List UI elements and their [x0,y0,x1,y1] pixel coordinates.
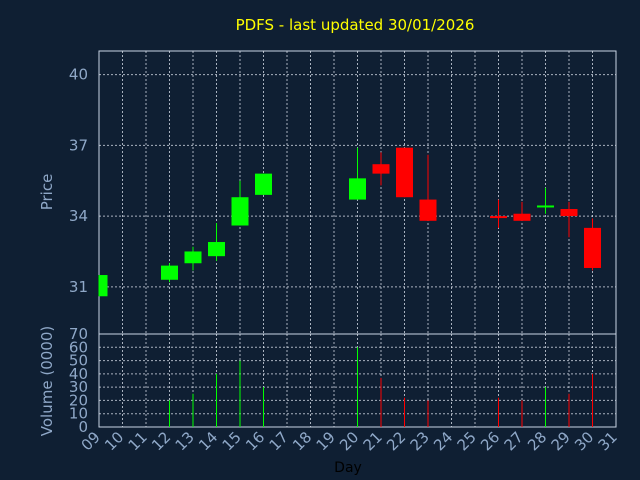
volume-tick-label: 60 [69,338,88,356]
candle-body [513,213,531,221]
x-tick-label: 23 [407,428,433,454]
x-tick-label: 30 [571,428,597,454]
candle-body [372,164,390,174]
price-tick-label: 40 [69,66,88,84]
candle-body [161,265,178,280]
x-tick-label: 11 [125,428,151,454]
x-tick-label: 17 [266,428,292,454]
volume-axis-label: Volume (0000) [38,326,56,436]
volume-tick-label: 40 [69,365,88,383]
volume-tick-label: 0 [78,418,88,436]
x-tick-label: 25 [454,428,480,454]
candle-body [584,227,601,268]
candle-body [208,242,225,257]
x-tick-label: 31 [595,428,621,454]
chart-title: PDFS - last updated 30/01/2026 [236,16,475,34]
x-tick-label: 14 [195,428,221,454]
x-tick-label: 18 [289,428,315,454]
price-y-ticks: 31 34 37 40 [69,66,88,296]
candle-body [419,199,437,221]
x-tick-label: 24 [430,428,456,454]
x-tick-label: 29 [548,428,574,454]
x-tick-label: 27 [501,428,527,454]
volume-tick-label: 30 [69,378,88,396]
x-tick-label: 10 [101,428,127,454]
candle-body [184,251,202,264]
candle-body [537,205,554,208]
x-tick-label: 26 [477,428,503,454]
x-tick-label: 21 [360,428,386,454]
candle-body [99,275,108,297]
x-tick-label: 22 [383,428,409,454]
price-tick-label: 31 [69,278,88,296]
price-tick-label: 34 [69,207,88,225]
x-ticks: 0910111213141516171819202122232425262728… [78,428,621,454]
candle-body [231,197,249,226]
x-tick-label: 12 [148,428,174,454]
x-tick-label: 28 [524,428,550,454]
candle-body [396,147,413,198]
candle-body [255,173,272,195]
volume-tick-label: 10 [69,405,88,423]
volume-tick-label: 20 [69,391,88,409]
x-axis-label: Day [334,460,362,476]
x-tick-label: 20 [336,428,362,454]
x-tick-label: 16 [242,428,268,454]
candle-body [349,178,366,200]
x-tick-label: 13 [172,428,198,454]
candle-body [560,209,578,217]
volume-tick-label: 70 [69,325,88,343]
volume-tick-label: 50 [69,352,88,370]
price-tick-label: 37 [69,136,88,154]
volume-bars [169,347,593,427]
candle-body [490,216,507,219]
candles [98,147,601,297]
x-tick-label: 15 [219,428,245,454]
price-axis-label: Price [38,174,56,211]
x-tick-label: 19 [313,428,339,454]
